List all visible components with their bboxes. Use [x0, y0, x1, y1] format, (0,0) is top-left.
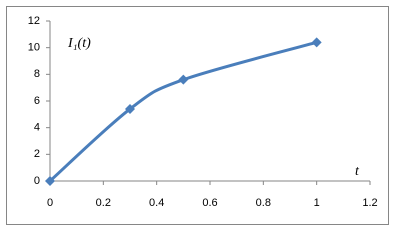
y-tick-label: 4	[34, 122, 40, 134]
x-tick-label: 0.2	[96, 197, 111, 209]
y-tick-label: 6	[34, 95, 40, 107]
x-tick-label: 0	[47, 197, 53, 209]
y-tick-label: 8	[34, 68, 40, 80]
marker	[311, 37, 322, 48]
x-tick-label: 0.6	[202, 197, 217, 209]
series-line	[48, 40, 318, 183]
marker	[178, 74, 189, 85]
x-tick-label: 1	[314, 197, 320, 209]
x-tick-label: 1.2	[362, 197, 377, 209]
marker	[45, 176, 55, 186]
y-tick-label: 0	[34, 175, 40, 187]
marker	[125, 104, 135, 114]
annotation: I₁(t)	[67, 36, 91, 51]
x-tick-label: 0.4	[149, 197, 164, 209]
y-tick-label: 2	[34, 148, 40, 160]
chart: I₁(t) t 0 2 4 6 8 10 12 0 0.2 0.4 0.6 0.8 1 1.2	[6, 6, 389, 225]
x-tick-label: 0.8	[256, 197, 271, 209]
y-tick-label: 10	[28, 42, 40, 54]
y-tick-label: 12	[28, 15, 40, 27]
annotation: t	[355, 164, 360, 179]
chart-border	[6, 6, 389, 225]
